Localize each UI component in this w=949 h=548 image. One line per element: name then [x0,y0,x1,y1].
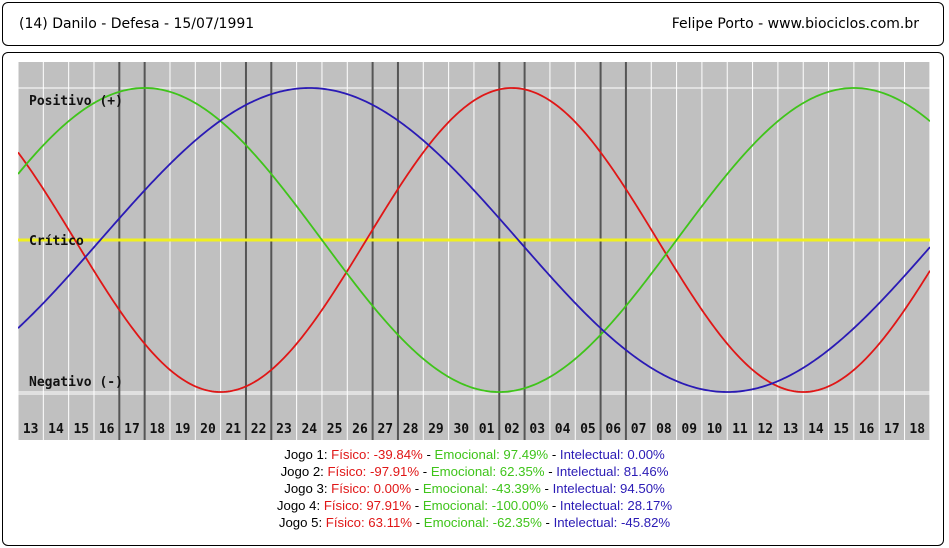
x-tick-label: 16 [859,422,875,437]
result-emocional: Emocional: 97.49% [434,447,549,462]
x-tick-label: 18 [149,422,165,437]
x-tick-label: 16 [99,422,115,437]
x-tick-label: 26 [352,422,368,437]
result-label: Jogo 5: [278,515,323,530]
result-fisico: Físico: 97.91% [323,498,412,513]
x-tick-label: 17 [124,422,140,437]
x-tick-label: 17 [884,422,900,437]
result-intelectual: Intelectual: 0.00% [559,447,665,462]
biorhythm-chart: Positivo (+) Crítico Negativo (-) 13 14 15… [18,62,930,440]
x-tick-label: 12 [757,422,773,437]
result-emocional: Emocional: 62.35% [430,464,545,479]
x-tick-label: 10 [707,422,723,437]
result-row-5: Jogo 5: Físico: 63.11% - Emocional: -62.… [278,515,671,530]
x-tick-label: 04 [555,422,571,437]
x-tick-label: 14 [48,422,64,437]
result-label: Jogo 4: [276,498,321,513]
x-tick-label: 06 [605,422,621,437]
series-emocional [18,87,930,393]
result-fisico: Físico: 63.11% [325,515,413,530]
x-tick-label: 07 [631,422,647,437]
result-label: Jogo 3: [284,481,328,496]
result-label: Jogo 1: [284,447,328,462]
result-row-1: Jogo 1: Físico: -39.84% - Emocional: 97.… [284,447,665,462]
result-fisico: Físico: -39.84% [331,447,423,462]
series-fisico [18,87,930,393]
result-emocional: Emocional: -43.39% [422,481,541,496]
x-tick-label: 15 [73,422,89,437]
x-tick-label: 21 [225,422,241,437]
x-tick-label: 24 [301,422,317,437]
x-tick-labels: 13 14 15 16 17 18 19 20 21 22 23 24 25 26 27 28 29 30 01 02… [23,422,925,437]
x-tick-label: 11 [732,422,748,437]
result-intelectual: Intelectual: 81.46% [556,464,669,479]
x-tick-label: 01 [479,422,495,437]
result-row-3: Jogo 3: Físico: 0.00% - Emocional: -43.3… [284,481,665,496]
label-critical: Crítico [29,234,84,249]
result-row-4: Jogo 4: Físico: 97.91% - Emocional: -100… [276,498,673,513]
x-tick-label: 14 [808,422,824,437]
result-label: Jogo 2: [280,464,324,479]
result-fisico: Físico: -97.91% [327,464,420,479]
header-title: (14) Danilo - Defesa - 15/07/1991 [19,16,255,32]
header-box: (14) Danilo - Defesa - 15/07/1991 Felipe… [2,2,944,46]
header-credit: Felipe Porto - www.biociclos.com.br [671,16,919,32]
x-tick-label: 19 [175,422,191,437]
x-tick-label: 02 [504,422,520,437]
x-tick-label: 03 [529,422,545,437]
x-tick-label: 28 [403,422,419,437]
results-list: Jogo 1: Físico: -39.84% - Emocional: 97.… [0,446,949,531]
x-tick-label: 27 [377,422,393,437]
x-tick-label: 30 [453,422,469,437]
x-tick-label: 09 [681,422,697,437]
chart-panel [2,52,944,546]
result-intelectual: Intelectual: 94.50% [552,481,665,496]
result-intelectual: Intelectual: 28.17% [559,498,673,513]
label-negative: Negativo (-) [29,375,123,390]
x-tick-label: 29 [428,422,444,437]
result-emocional: Emocional: -100.00% [422,498,549,513]
x-tick-label: 18 [909,422,925,437]
x-tick-label: 13 [23,422,39,437]
x-tick-label: 05 [580,422,596,437]
x-tick-label: 13 [783,422,799,437]
result-intelectual: Intelectual: -45.82% [553,515,671,530]
x-tick-label: 08 [656,422,672,437]
x-tick-label: 22 [251,422,267,437]
x-tick-label: 25 [327,422,343,437]
x-tick-label: 23 [276,422,292,437]
x-tick-label: 15 [833,422,849,437]
result-emocional: Emocional: -62.35% [423,515,542,530]
label-positive: Positivo (+) [29,94,123,109]
series-intelectual [18,87,930,393]
result-row-2: Jogo 2: Físico: -97.91% - Emocional: 62.… [280,464,669,479]
x-tick-label: 20 [200,422,216,437]
highlight-lines [118,62,627,440]
result-fisico: Físico: 0.00% [331,481,412,496]
series-curves [18,87,930,393]
